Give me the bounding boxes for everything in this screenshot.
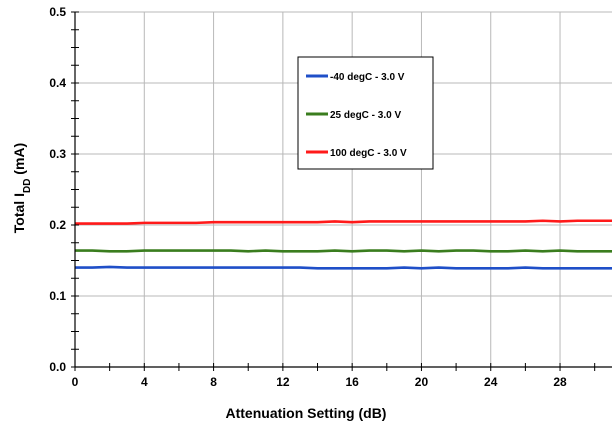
- x-tick-label: 24: [484, 375, 498, 389]
- x-tick-labels: 0 4 8 12 16 20 24 28: [72, 375, 567, 389]
- y-tick-label: 0.4: [49, 76, 66, 90]
- y-tick-label: 0.1: [49, 289, 66, 303]
- y-tick-label: 0.3: [49, 147, 66, 161]
- y-tick-labels: 0.0 0.1 0.2 0.3 0.4 0.5: [49, 5, 66, 374]
- x-tick-label: 8: [210, 375, 217, 389]
- series-lines: [75, 219, 612, 270]
- x-tick-label: 28: [553, 375, 567, 389]
- y-axis-title: Total IDD (mA): [11, 143, 33, 233]
- series-line: [75, 249, 612, 253]
- y-tick-label: 0.0: [49, 360, 66, 374]
- x-tick-label: 4: [141, 375, 148, 389]
- series-line: [75, 219, 612, 225]
- x-axis-title: Attenuation Setting (dB): [226, 405, 387, 421]
- gridlines: [75, 11, 612, 367]
- y-tick-label: 0.5: [49, 5, 66, 19]
- series-line: [75, 265, 612, 270]
- x-tick-label: 0: [72, 375, 79, 389]
- legend-label: 100 degC - 3.0 V: [330, 148, 407, 159]
- x-tick-label: 20: [415, 375, 429, 389]
- x-tick-label: 16: [345, 375, 359, 389]
- tick-marks: [71, 11, 596, 371]
- legend-label: 25 degC - 3.0 V: [330, 110, 401, 121]
- x-tick-label: 12: [276, 375, 290, 389]
- y-axis-title-unit: (mA): [11, 143, 27, 179]
- y-axis-title-subscript: DD: [22, 179, 33, 193]
- y-axis-title-main: Total I: [11, 193, 27, 233]
- legend: -40 degC - 3.0 V 25 degC - 3.0 V 100 degC …: [297, 56, 434, 170]
- y-tick-label: 0.2: [49, 218, 66, 232]
- legend-label: -40 degC - 3.0 V: [330, 72, 405, 83]
